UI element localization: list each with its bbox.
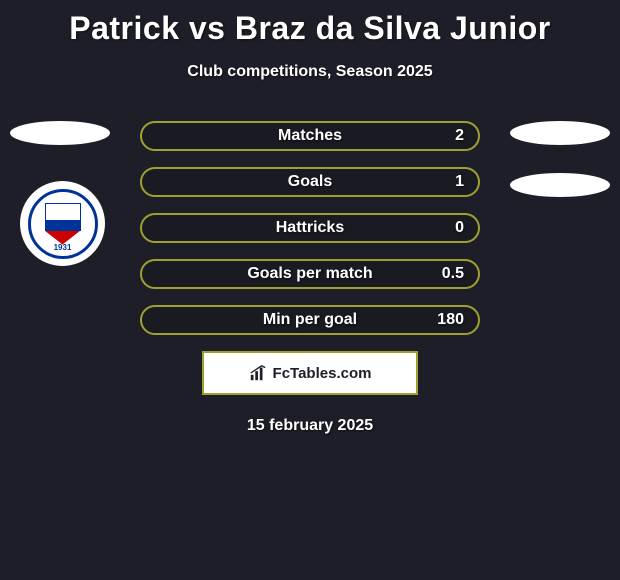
club-shield-icon	[45, 203, 81, 245]
subtitle: Club competitions, Season 2025	[0, 63, 620, 81]
stat-row: Goals per match 0.5	[140, 259, 480, 289]
stat-label: Goals per match	[247, 265, 372, 283]
chart-icon	[249, 364, 267, 382]
stat-value: 2	[455, 127, 464, 145]
stat-row: Matches 2	[140, 121, 480, 151]
stat-value: 1	[455, 173, 464, 191]
stat-label: Matches	[278, 127, 342, 145]
main-area: 1931 Matches 2 Goals 1 Hattricks 0 Goals…	[0, 121, 620, 435]
club-year: 1931	[31, 243, 95, 252]
player-right-placeholder-1	[510, 121, 610, 145]
stat-label: Hattricks	[276, 219, 344, 237]
player-right-placeholder-2	[510, 173, 610, 197]
stat-value: 180	[437, 311, 464, 329]
stat-row: Min per goal 180	[140, 305, 480, 335]
player-left-placeholder	[10, 121, 110, 145]
stat-value: 0	[455, 219, 464, 237]
club-badge-inner: 1931	[28, 189, 98, 259]
stats-list: Matches 2 Goals 1 Hattricks 0 Goals per …	[140, 121, 480, 335]
stat-row: Hattricks 0	[140, 213, 480, 243]
date-text: 15 february 2025	[0, 417, 620, 435]
stat-label: Goals	[288, 173, 332, 191]
brand-box: FcTables.com	[202, 351, 418, 395]
stat-row: Goals 1	[140, 167, 480, 197]
page-title: Patrick vs Braz da Silva Junior	[0, 0, 620, 47]
stat-value: 0.5	[442, 265, 464, 283]
club-badge: 1931	[20, 181, 105, 266]
brand-text: FcTables.com	[273, 365, 372, 382]
stat-label: Min per goal	[263, 311, 357, 329]
